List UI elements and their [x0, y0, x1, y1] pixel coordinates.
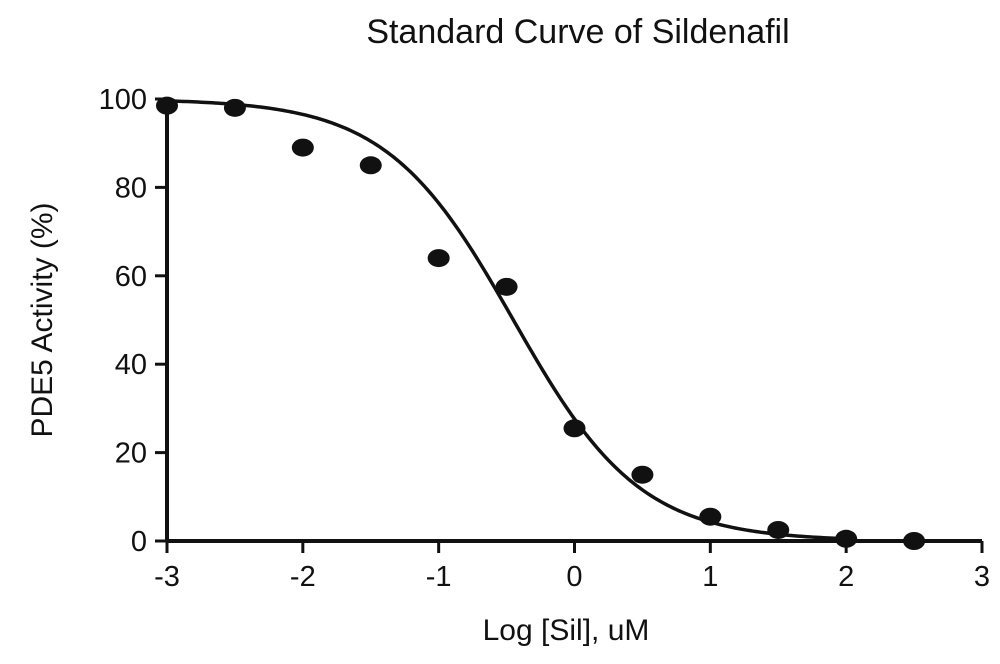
data-point: [223, 98, 246, 117]
data-point: [427, 249, 450, 268]
x-tick-label: 2: [838, 561, 854, 593]
y-tick-label: 60: [115, 261, 147, 293]
chart-title: Standard Curve of Sildenafil: [366, 13, 789, 51]
data-point: [835, 529, 858, 548]
x-tick-label: 1: [702, 561, 718, 593]
x-tick-label: 3: [974, 561, 990, 593]
data-point: [631, 465, 654, 484]
data-point: [563, 419, 586, 438]
data-point: [156, 96, 178, 115]
y-tick-label: 40: [115, 349, 147, 381]
data-point: [767, 520, 790, 539]
x-tick-label: -3: [154, 561, 180, 593]
y-tick-label: 20: [115, 438, 147, 470]
x-tick-label: -2: [290, 561, 316, 593]
y-tick-label: 100: [99, 84, 147, 116]
x-tick-label: -1: [426, 561, 452, 593]
x-axis-label: Log [Sil], uM: [483, 614, 650, 647]
data-point: [359, 156, 382, 175]
data-point: [699, 507, 722, 526]
y-tick-label: 80: [115, 172, 147, 204]
data-points: [156, 96, 926, 550]
axes: [165, 99, 982, 543]
data-point: [495, 277, 518, 296]
fit-curve-layer: [166, 99, 847, 541]
fit-curve: [166, 99, 847, 541]
data-point: [903, 532, 926, 550]
ticks: -3 -2 -1 0 1 2 3 0 20 40 60 80 100: [99, 84, 990, 593]
data-point: [291, 138, 314, 157]
y-tick-label: 0: [131, 526, 147, 558]
y-axis-label: PDE5 Activity (%): [26, 202, 59, 437]
x-tick-label: 0: [566, 561, 582, 593]
